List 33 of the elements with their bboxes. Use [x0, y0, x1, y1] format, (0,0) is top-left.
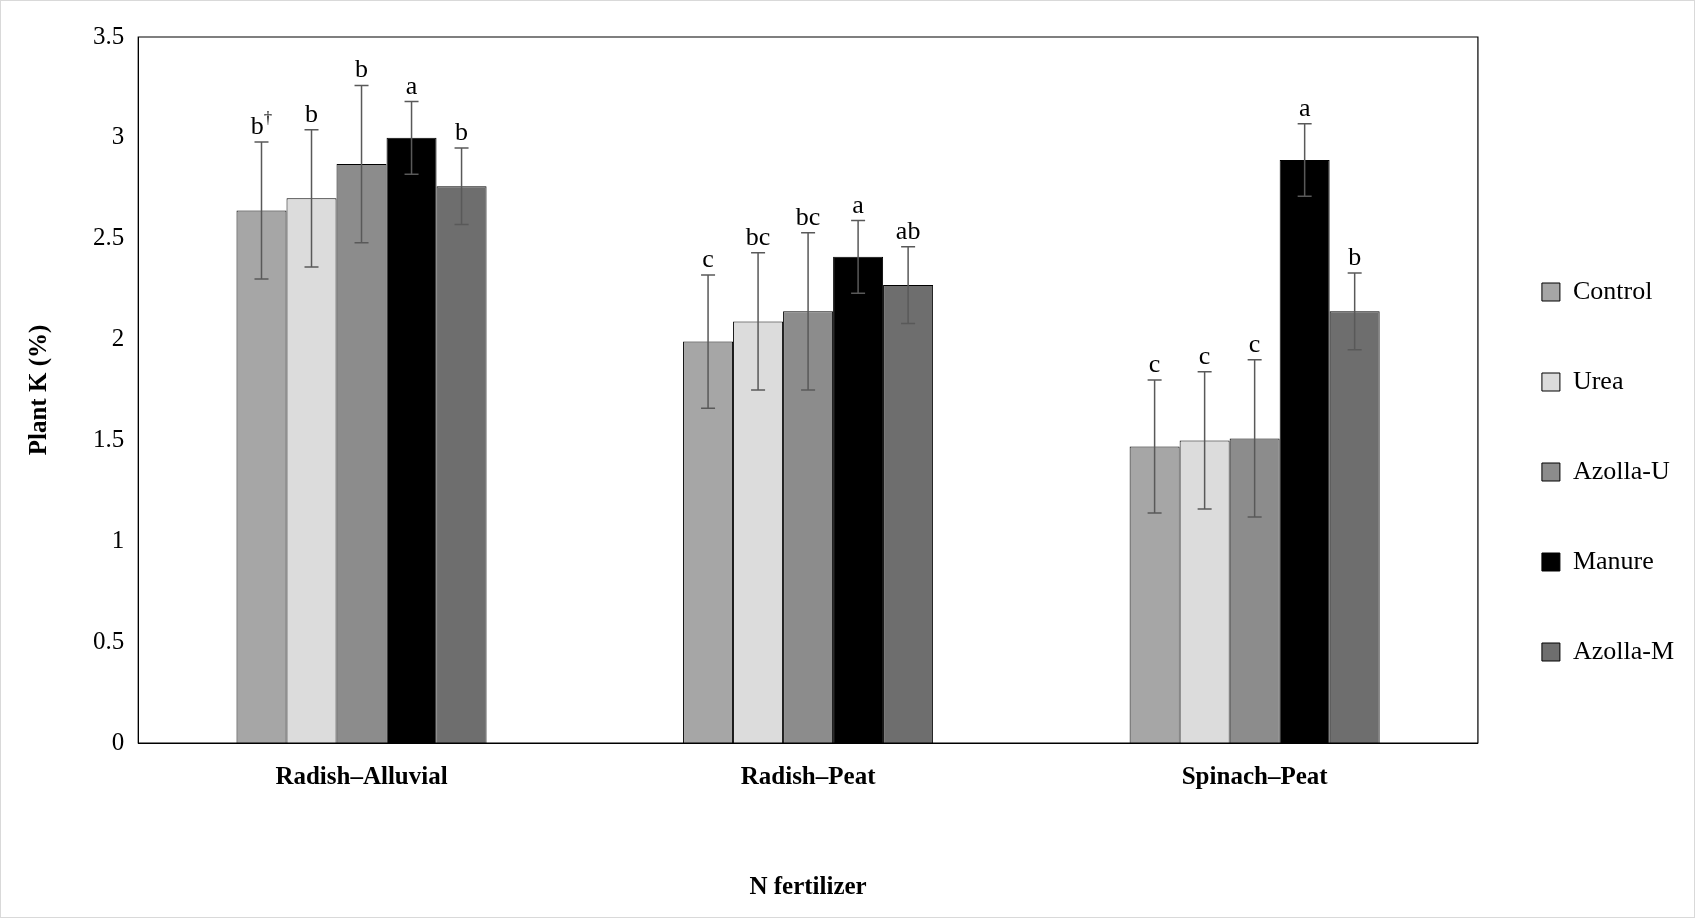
legend-label: Control: [1572, 275, 1653, 305]
data-label: c: [1148, 348, 1161, 378]
x-axis-title: N fertilizer: [749, 872, 867, 900]
data-label: c: [1198, 340, 1211, 370]
data-label: b: [455, 116, 469, 146]
data-label: b: [355, 54, 369, 84]
data-label: bc: [745, 221, 771, 251]
legend-label: Azolla-U: [1572, 455, 1670, 485]
legend-label: Azolla-M: [1572, 635, 1675, 665]
y-tick-label: 2.5: [93, 223, 125, 251]
x-tick-label: Radish–Peat: [740, 762, 877, 790]
data-label: c: [702, 244, 714, 274]
x-tick-label: Spinach–Peat: [1181, 762, 1329, 790]
y-tick-label: 2: [111, 324, 125, 352]
legend-label: Manure: [1572, 545, 1654, 575]
y-tick-label: 0: [111, 727, 125, 755]
y-tick-label: 1: [111, 525, 125, 553]
data-label: a: [1298, 92, 1311, 122]
legend-label: Urea: [1572, 365, 1624, 395]
data-label: a: [405, 70, 418, 100]
data-label: b: [1348, 242, 1362, 272]
y-tick-label: 0.5: [93, 626, 125, 654]
y-tick-label: 3: [111, 122, 125, 150]
data-label: ab: [895, 215, 921, 245]
x-tick-label: Radish–Alluvial: [275, 762, 448, 790]
y-tick-label: 1.5: [93, 424, 125, 452]
data-label: bc: [795, 201, 821, 231]
data-label: c: [1248, 328, 1261, 358]
y-axis-title: Plant K (%): [24, 324, 53, 456]
y-tick-label: 3.5: [93, 21, 125, 49]
data-label: a: [852, 189, 865, 219]
data-label: b†: [250, 108, 273, 140]
data-label: b: [305, 98, 319, 128]
